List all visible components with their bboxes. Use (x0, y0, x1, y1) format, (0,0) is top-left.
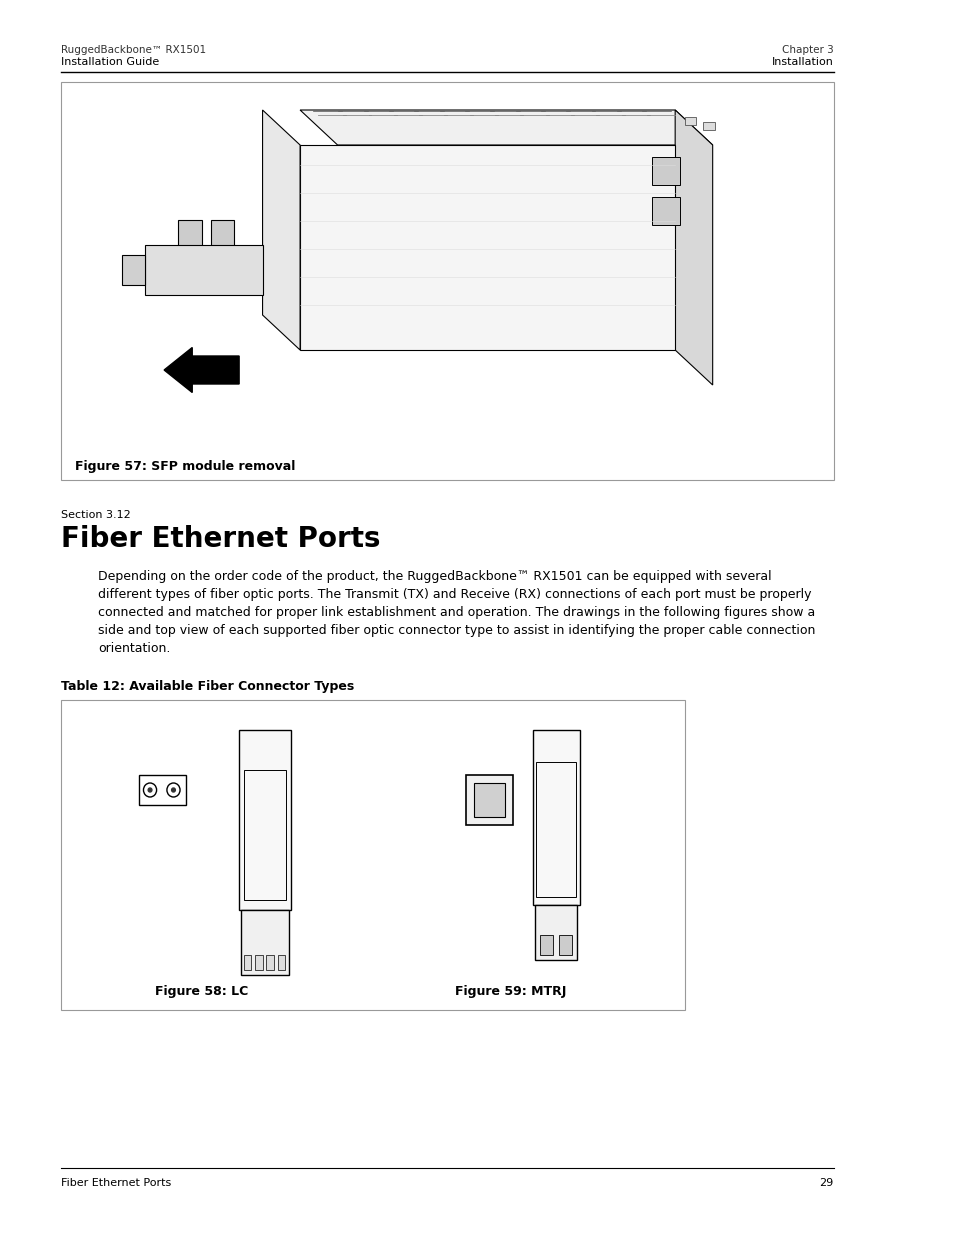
Bar (138, 776, 186, 805)
Bar (466, 776, 513, 825)
Bar (277, 955, 285, 969)
Bar (684, 117, 695, 125)
Text: Fiber Ethernet Ports: Fiber Ethernet Ports (61, 1178, 171, 1188)
Bar (651, 157, 679, 185)
Polygon shape (300, 110, 712, 144)
Bar (558, 935, 572, 955)
Bar (473, 783, 505, 818)
Bar (539, 935, 553, 955)
Circle shape (172, 788, 175, 792)
Bar (239, 730, 291, 910)
Bar (61, 82, 833, 480)
Polygon shape (145, 245, 262, 295)
FancyArrow shape (164, 347, 239, 393)
Text: Figure 59: MTRJ: Figure 59: MTRJ (455, 986, 566, 998)
Circle shape (148, 788, 152, 792)
Polygon shape (262, 110, 300, 350)
Bar (241, 910, 289, 974)
Bar (536, 762, 576, 897)
Text: Fiber Ethernet Ports: Fiber Ethernet Ports (61, 525, 380, 553)
Text: Figure 58: LC: Figure 58: LC (154, 986, 248, 998)
Bar (254, 955, 262, 969)
Bar (211, 220, 234, 261)
Bar (266, 955, 274, 969)
Bar (532, 730, 578, 905)
Text: Section 3.12: Section 3.12 (61, 510, 131, 520)
Text: Figure 57: SFP module removal: Figure 57: SFP module removal (75, 459, 295, 473)
Polygon shape (122, 254, 145, 285)
Bar (244, 769, 286, 900)
Text: Chapter 3: Chapter 3 (781, 44, 833, 56)
Bar (178, 220, 201, 261)
Text: 29: 29 (819, 1178, 833, 1188)
Bar (651, 198, 679, 225)
Polygon shape (675, 110, 712, 385)
Text: RuggedBackbone™ RX1501: RuggedBackbone™ RX1501 (61, 44, 206, 56)
Polygon shape (300, 144, 675, 350)
Text: Table 12: Available Fiber Connector Types: Table 12: Available Fiber Connector Type… (61, 680, 354, 693)
Text: Depending on the order code of the product, the RuggedBackbone™ RX1501 can be eq: Depending on the order code of the produ… (98, 571, 815, 655)
Text: Installation Guide: Installation Guide (61, 57, 159, 67)
Bar (535, 905, 577, 960)
Bar (61, 700, 684, 1010)
Bar (702, 122, 714, 130)
Bar (244, 955, 251, 969)
Text: Installation: Installation (771, 57, 833, 67)
